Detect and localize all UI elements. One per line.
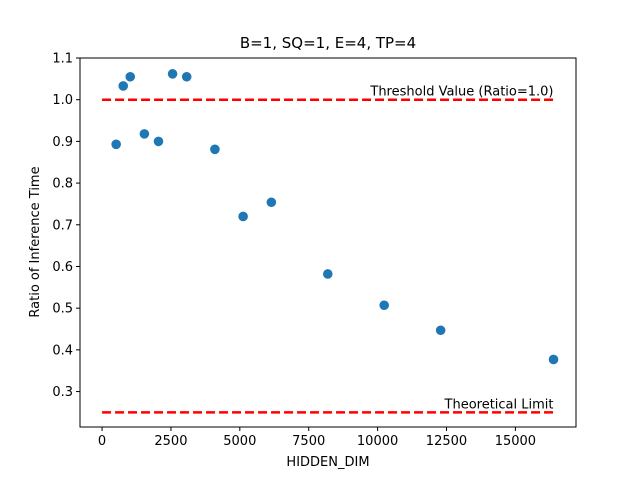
scatter-point (435, 325, 446, 336)
chart-title: B=1, SQ=1, E=4, TP=4 (240, 34, 416, 52)
scatter-point (266, 197, 277, 208)
x-tick-label: 10000 (357, 434, 398, 449)
plot-layer: Threshold Value (Ratio=1.0) Theoretical L… (102, 69, 559, 414)
scatter-point (139, 129, 150, 139)
x-tick-label: 15000 (495, 434, 536, 449)
x-tick-label: 5000 (223, 434, 256, 449)
scatter-point (118, 81, 129, 91)
scatter-point (238, 211, 248, 222)
reference-line-label: Theoretical Limit (444, 397, 554, 412)
x-tick-label: 12500 (426, 434, 467, 449)
scatter-point (153, 136, 164, 147)
scatter-point (181, 71, 192, 82)
y-tick-label: 0.4 (52, 343, 73, 358)
x-tick-label: 7500 (292, 434, 325, 449)
x-tick-label: 0 (98, 434, 106, 449)
scatter-point (167, 69, 178, 79)
y-tick-label: 1.1 (52, 52, 73, 67)
y-tick-label: 0.7 (52, 218, 73, 233)
scatter-point (210, 144, 220, 155)
y-tick-label: 0.9 (52, 135, 73, 150)
y-axis: 0.3 0.4 0.5 0.6 0.7 0.8 0.9 1.0 1.1 (52, 52, 80, 400)
y-tick-label: 1.0 (52, 93, 73, 108)
x-axis: 0 2500 5000 7500 10000 12500 15000 (98, 427, 536, 449)
scatter-point (548, 354, 559, 365)
y-tick-label: 0.3 (52, 385, 73, 400)
plot-frame (79, 57, 577, 428)
scatter-point (125, 71, 136, 82)
y-axis-title: Ratio of Inference Time (28, 166, 43, 317)
x-tick-label: 2500 (154, 434, 187, 449)
scatter-point (322, 269, 333, 279)
scatter-point (379, 300, 390, 311)
x-axis-title: HIDDEN_DIM (286, 455, 369, 470)
reference-line-label: Threshold Value (Ratio=1.0) (369, 85, 553, 100)
scatter-point (111, 139, 121, 150)
y-tick-label: 0.5 (52, 302, 73, 317)
y-tick-label: 0.8 (52, 177, 73, 192)
y-tick-label: 0.6 (52, 260, 73, 275)
